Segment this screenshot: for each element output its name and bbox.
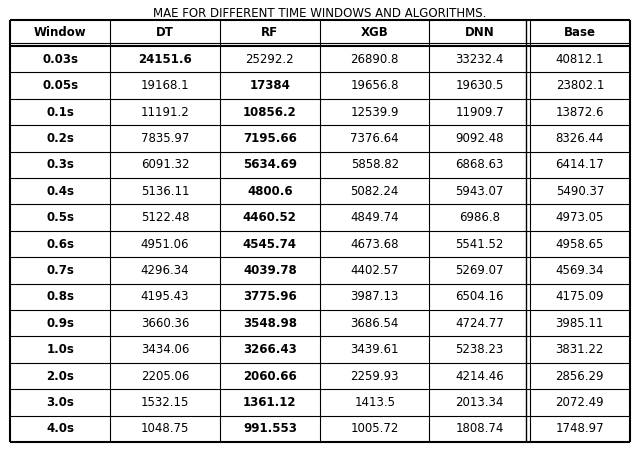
Text: 7195.66: 7195.66: [243, 132, 297, 145]
Text: 0.9s: 0.9s: [46, 317, 74, 330]
Text: DT: DT: [156, 27, 174, 40]
Text: 5634.69: 5634.69: [243, 158, 297, 171]
Text: 5238.23: 5238.23: [456, 343, 504, 356]
Text: 5490.37: 5490.37: [556, 184, 604, 198]
Text: 10856.2: 10856.2: [243, 105, 297, 118]
Text: 4951.06: 4951.06: [141, 238, 189, 251]
Text: 1808.74: 1808.74: [456, 422, 504, 435]
Text: 26890.8: 26890.8: [351, 53, 399, 66]
Text: 40812.1: 40812.1: [556, 53, 604, 66]
Text: 19656.8: 19656.8: [351, 79, 399, 92]
Text: DNN: DNN: [465, 27, 495, 40]
Text: RF: RF: [261, 27, 278, 40]
Text: 3660.36: 3660.36: [141, 317, 189, 330]
Text: Window: Window: [34, 27, 86, 40]
Text: 2072.49: 2072.49: [556, 396, 604, 409]
Text: 2259.93: 2259.93: [351, 369, 399, 382]
Text: 6868.63: 6868.63: [456, 158, 504, 171]
Text: 0.03s: 0.03s: [42, 53, 78, 66]
Text: 2205.06: 2205.06: [141, 369, 189, 382]
Text: 3775.96: 3775.96: [243, 290, 297, 303]
Text: 5082.24: 5082.24: [351, 184, 399, 198]
Text: 23802.1: 23802.1: [556, 79, 604, 92]
Text: 5122.48: 5122.48: [141, 211, 189, 224]
Text: Base: Base: [564, 27, 596, 40]
Text: 0.3s: 0.3s: [46, 158, 74, 171]
Text: 24151.6: 24151.6: [138, 53, 192, 66]
Text: 6091.32: 6091.32: [141, 158, 189, 171]
Text: 13872.6: 13872.6: [556, 105, 604, 118]
Text: 5541.52: 5541.52: [456, 238, 504, 251]
Text: 2013.34: 2013.34: [456, 396, 504, 409]
Text: 3987.13: 3987.13: [351, 290, 399, 303]
Text: 1005.72: 1005.72: [351, 422, 399, 435]
Text: 5858.82: 5858.82: [351, 158, 399, 171]
Text: 4800.6: 4800.6: [247, 184, 292, 198]
Text: 5136.11: 5136.11: [141, 184, 189, 198]
Text: 1361.12: 1361.12: [243, 396, 296, 409]
Text: 991.553: 991.553: [243, 422, 297, 435]
Text: 0.05s: 0.05s: [42, 79, 78, 92]
Text: 8326.44: 8326.44: [556, 132, 604, 145]
Text: 4849.74: 4849.74: [350, 211, 399, 224]
Text: 2.0s: 2.0s: [46, 369, 74, 382]
Text: 0.5s: 0.5s: [46, 211, 74, 224]
Text: 4958.65: 4958.65: [556, 238, 604, 251]
Text: 2856.29: 2856.29: [556, 369, 604, 382]
Text: 0.8s: 0.8s: [46, 290, 74, 303]
Text: 0.1s: 0.1s: [46, 105, 74, 118]
Text: MAE FOR DIFFERENT TIME WINDOWS AND ALGORITHMS.: MAE FOR DIFFERENT TIME WINDOWS AND ALGOR…: [154, 7, 486, 20]
Text: 3439.61: 3439.61: [351, 343, 399, 356]
Text: 4973.05: 4973.05: [556, 211, 604, 224]
Text: 6414.17: 6414.17: [556, 158, 604, 171]
Text: 1748.97: 1748.97: [556, 422, 604, 435]
Text: 3.0s: 3.0s: [46, 396, 74, 409]
Text: 1048.75: 1048.75: [141, 422, 189, 435]
Text: 4402.57: 4402.57: [351, 264, 399, 277]
Text: 19630.5: 19630.5: [456, 79, 504, 92]
Text: 3686.54: 3686.54: [351, 317, 399, 330]
Text: 11191.2: 11191.2: [141, 105, 189, 118]
Text: 4545.74: 4545.74: [243, 238, 297, 251]
Text: 3548.98: 3548.98: [243, 317, 297, 330]
Text: 9092.48: 9092.48: [455, 132, 504, 145]
Text: 0.2s: 0.2s: [46, 132, 74, 145]
Text: 4175.09: 4175.09: [556, 290, 604, 303]
Text: 0.7s: 0.7s: [46, 264, 74, 277]
Text: 3985.11: 3985.11: [556, 317, 604, 330]
Text: 4569.34: 4569.34: [556, 264, 604, 277]
Text: 1413.5: 1413.5: [354, 396, 396, 409]
Text: 11909.7: 11909.7: [455, 105, 504, 118]
Text: 17384: 17384: [250, 79, 291, 92]
Text: 3831.22: 3831.22: [556, 343, 604, 356]
Text: 4724.77: 4724.77: [455, 317, 504, 330]
Text: 33232.4: 33232.4: [456, 53, 504, 66]
Text: 6986.8: 6986.8: [459, 211, 500, 224]
Text: 3266.43: 3266.43: [243, 343, 297, 356]
Text: 1532.15: 1532.15: [141, 396, 189, 409]
Text: 4039.78: 4039.78: [243, 264, 297, 277]
Text: 4195.43: 4195.43: [141, 290, 189, 303]
Text: 1.0s: 1.0s: [46, 343, 74, 356]
Text: 25292.2: 25292.2: [246, 53, 294, 66]
Text: 0.4s: 0.4s: [46, 184, 74, 198]
Text: 19168.1: 19168.1: [141, 79, 189, 92]
Text: 4296.34: 4296.34: [141, 264, 189, 277]
Text: 0.6s: 0.6s: [46, 238, 74, 251]
Text: 6504.16: 6504.16: [455, 290, 504, 303]
Text: 7376.64: 7376.64: [350, 132, 399, 145]
Text: XGB: XGB: [361, 27, 388, 40]
Text: 4214.46: 4214.46: [455, 369, 504, 382]
Text: 4460.52: 4460.52: [243, 211, 297, 224]
Text: 4.0s: 4.0s: [46, 422, 74, 435]
Text: 7835.97: 7835.97: [141, 132, 189, 145]
Text: 3434.06: 3434.06: [141, 343, 189, 356]
Text: 4673.68: 4673.68: [351, 238, 399, 251]
Text: 2060.66: 2060.66: [243, 369, 297, 382]
Text: 5269.07: 5269.07: [455, 264, 504, 277]
Text: 12539.9: 12539.9: [351, 105, 399, 118]
Text: 5943.07: 5943.07: [456, 184, 504, 198]
